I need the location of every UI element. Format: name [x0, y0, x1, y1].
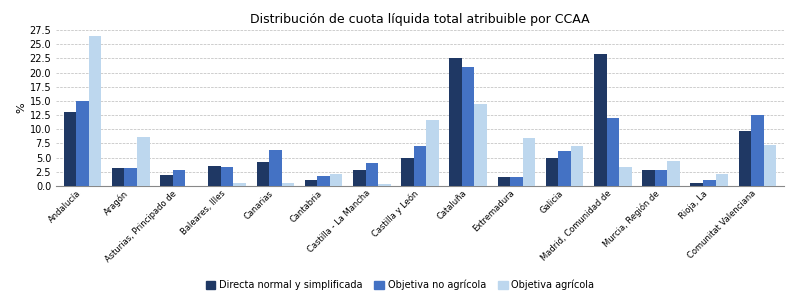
Bar: [498, 177, 510, 186]
Bar: [619, 167, 632, 186]
Bar: [76, 101, 89, 186]
Bar: [401, 158, 414, 186]
Bar: [738, 131, 751, 186]
Bar: [510, 177, 522, 186]
Bar: [414, 146, 426, 186]
Bar: [125, 168, 137, 186]
Title: Distribución de cuota líquida total atribuible por CCAA: Distribución de cuota líquida total atri…: [250, 13, 590, 26]
Bar: [89, 36, 102, 186]
Bar: [703, 180, 715, 186]
Y-axis label: %: %: [17, 103, 26, 113]
Bar: [366, 163, 378, 186]
Bar: [474, 104, 487, 186]
Bar: [353, 170, 366, 186]
Bar: [64, 112, 76, 186]
Bar: [642, 170, 654, 186]
Bar: [715, 173, 728, 186]
Bar: [654, 170, 667, 186]
Bar: [269, 150, 282, 186]
Bar: [751, 115, 764, 186]
Bar: [318, 176, 330, 186]
Bar: [667, 161, 680, 186]
Bar: [450, 58, 462, 186]
Bar: [234, 183, 246, 186]
Bar: [112, 168, 125, 186]
Bar: [208, 166, 221, 186]
Bar: [173, 169, 186, 186]
Bar: [160, 175, 173, 186]
Legend: Directa normal y simplificada, Objetiva no agrícola, Objetiva agrícola: Directa normal y simplificada, Objetiva …: [203, 278, 597, 292]
Bar: [558, 151, 571, 186]
Bar: [764, 145, 776, 186]
Bar: [282, 183, 294, 186]
Bar: [426, 120, 439, 186]
Bar: [137, 137, 150, 186]
Bar: [606, 118, 619, 186]
Bar: [378, 184, 390, 186]
Bar: [522, 138, 535, 186]
Bar: [257, 162, 269, 186]
Bar: [690, 183, 703, 186]
Bar: [462, 67, 474, 186]
Bar: [594, 54, 606, 186]
Bar: [221, 167, 234, 186]
Bar: [305, 180, 318, 186]
Bar: [330, 174, 342, 186]
Bar: [571, 146, 583, 186]
Bar: [546, 158, 558, 186]
